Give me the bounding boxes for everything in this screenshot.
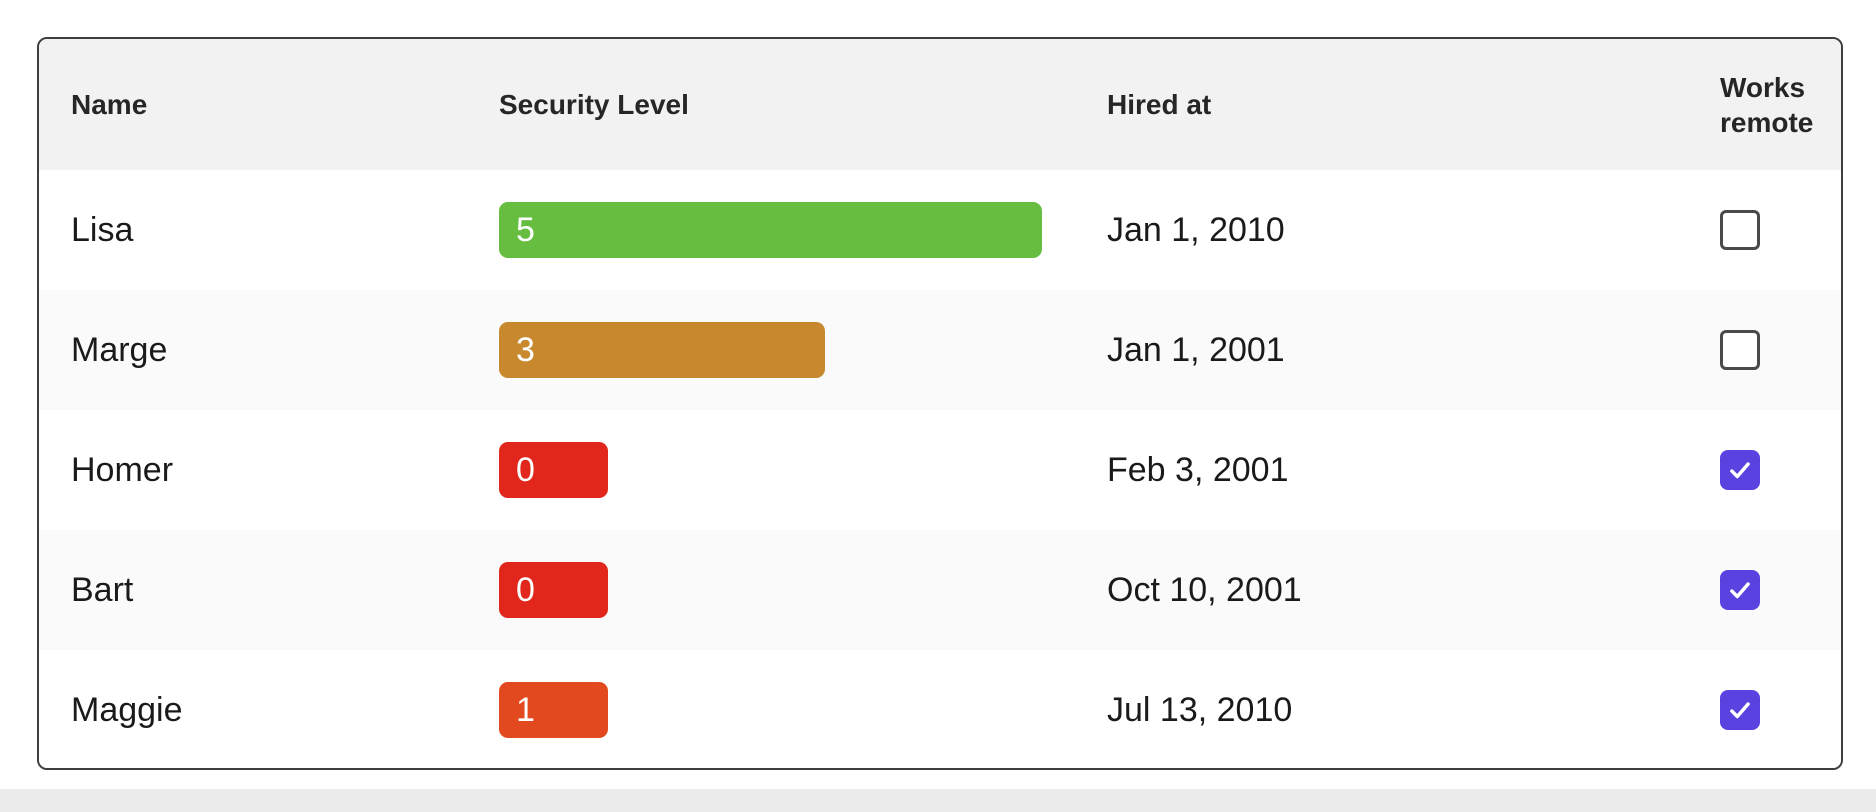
security-level-cell: 0 <box>467 562 1075 618</box>
works-remote-cell <box>1688 330 1840 370</box>
page-bottom-strip <box>0 789 1876 812</box>
name-cell-text: Bart <box>71 570 134 609</box>
name-cell-text: Lisa <box>71 210 134 249</box>
column-header-name: Name <box>71 89 148 120</box>
security-level-cell: 1 <box>467 682 1075 738</box>
table-row: Marge 3 Jan 1, 2001 <box>39 290 1841 410</box>
table-header-row: Name Security Level Hired at Works remot… <box>39 39 1841 170</box>
checkmark-icon <box>1730 702 1750 719</box>
checkmark-icon <box>1730 582 1750 599</box>
works-remote-checkbox[interactable] <box>1720 330 1760 370</box>
checkmark-icon <box>1730 462 1750 479</box>
hired-at-cell-text: Feb 3, 2001 <box>1107 450 1289 489</box>
hired-at-cell: Jul 13, 2010 <box>1075 691 1688 730</box>
name-cell: Lisa <box>39 211 467 250</box>
works-remote-checkbox[interactable] <box>1720 450 1760 490</box>
security-level-bar: 0 <box>499 442 608 498</box>
table-row: Bart 0 Oct 10, 2001 <box>39 530 1841 650</box>
works-remote-cell <box>1688 690 1840 730</box>
security-level-cell: 5 <box>467 202 1075 258</box>
hired-at-cell: Jan 1, 2001 <box>1075 331 1688 370</box>
name-cell: Homer <box>39 451 467 490</box>
security-level-cell: 0 <box>467 442 1075 498</box>
name-cell: Marge <box>39 331 467 370</box>
security-level-bar: 5 <box>499 202 1042 258</box>
security-level-bar: 0 <box>499 562 608 618</box>
works-remote-checkbox[interactable] <box>1720 690 1760 730</box>
hired-at-cell: Oct 10, 2001 <box>1075 571 1688 610</box>
name-cell: Bart <box>39 571 467 610</box>
works-remote-cell <box>1688 570 1840 610</box>
employees-table: Name Security Level Hired at Works remot… <box>37 37 1843 770</box>
security-level-bar: 1 <box>499 682 608 738</box>
works-remote-checkbox[interactable] <box>1720 570 1760 610</box>
column-header-security-level: Security Level <box>499 89 689 120</box>
name-cell-text: Homer <box>71 450 174 489</box>
table-row: Homer 0 Feb 3, 2001 <box>39 410 1841 530</box>
works-remote-cell <box>1688 450 1840 490</box>
hired-at-cell-text: Oct 10, 2001 <box>1107 570 1302 609</box>
hired-at-cell-text: Jan 1, 2010 <box>1107 210 1285 249</box>
works-remote-cell <box>1688 210 1840 250</box>
works-remote-checkbox[interactable] <box>1720 210 1760 250</box>
security-level-cell: 3 <box>467 322 1075 378</box>
table-row: Lisa 5 Jan 1, 2010 <box>39 170 1841 290</box>
hired-at-cell: Jan 1, 2010 <box>1075 211 1688 250</box>
name-cell-text: Marge <box>71 330 168 369</box>
hired-at-cell-text: Jan 1, 2001 <box>1107 330 1285 369</box>
security-level-bar: 3 <box>499 322 825 378</box>
column-header-works-remote: Works remote <box>1720 71 1814 138</box>
table-body: Lisa 5 Jan 1, 2010 Marge 3 Jan 1, 2001 <box>39 170 1841 768</box>
name-cell: Maggie <box>39 691 467 730</box>
name-cell-text: Maggie <box>71 690 183 729</box>
column-header-hired-at: Hired at <box>1107 89 1212 120</box>
hired-at-cell-text: Jul 13, 2010 <box>1107 690 1293 729</box>
table-row: Maggie 1 Jul 13, 2010 <box>39 650 1841 768</box>
hired-at-cell: Feb 3, 2001 <box>1075 451 1688 490</box>
